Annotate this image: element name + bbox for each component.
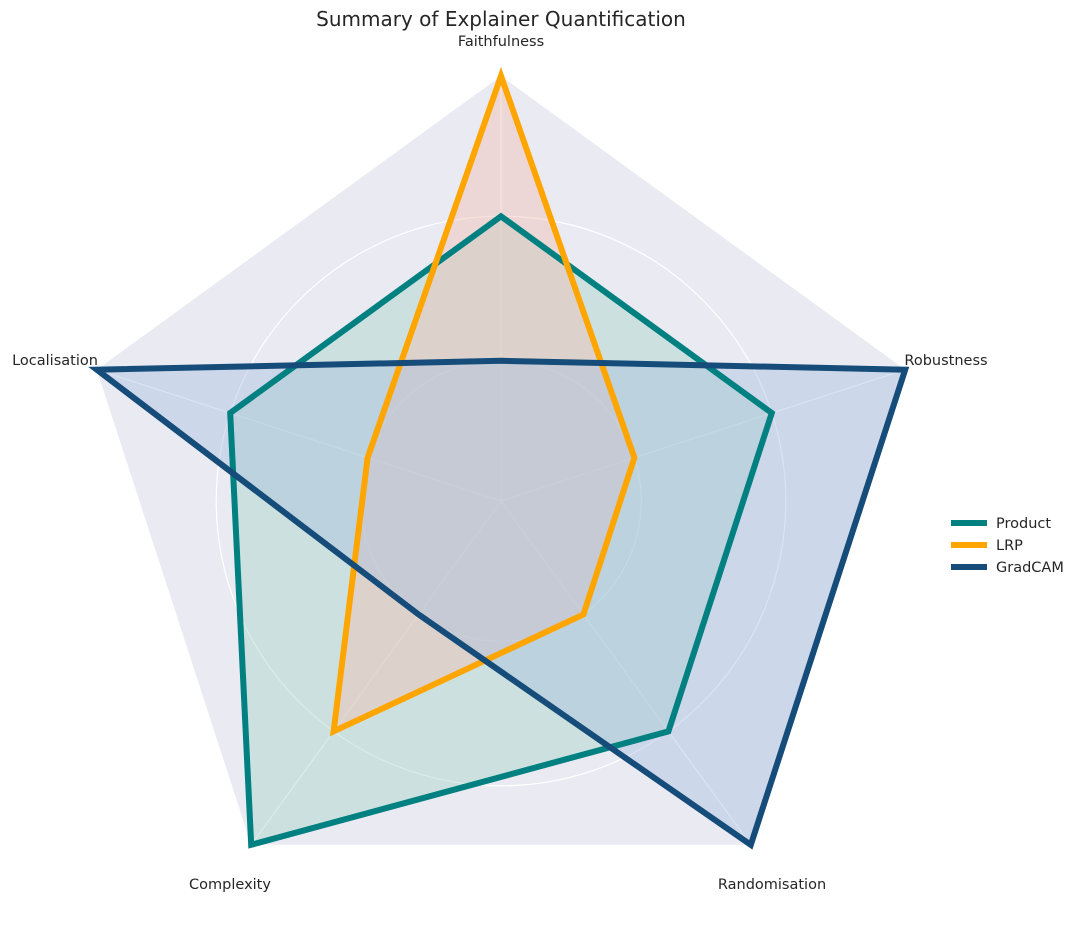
axis-label-localisation: Localisation [12,353,98,369]
axis-label-robustness: Robustness [904,353,987,369]
axis-label-complexity: Complexity [189,877,271,893]
series-line-gradcam [88,357,910,850]
legend-label-lrp: LRP [996,538,1023,554]
series-fill-product [230,216,772,845]
axis-label-randomisation: Randomisation [718,877,826,893]
legend-label-gradcam: GradCAM [996,560,1064,576]
series-fill-gradcam [96,360,906,845]
chart-title: Summary of Explainer Quantification [316,7,686,31]
radar-series [88,66,910,850]
legend: Product LRP GradCAM [951,516,1064,576]
radar-grid [96,76,906,846]
spoke-randomisation [500,500,752,846]
axis-labels: Faithfulness Robustness Randomisation Compl… [12,34,987,893]
series-line-lrp [329,66,638,737]
spoke-robustness [500,369,906,502]
spoke-localisation [96,369,502,502]
series-fill-lrp [333,76,635,732]
axis-label-faithfulness: Faithfulness [458,34,544,50]
spoke-complexity [250,500,502,846]
legend-label-product: Product [996,516,1051,532]
series-line-product [227,212,776,849]
